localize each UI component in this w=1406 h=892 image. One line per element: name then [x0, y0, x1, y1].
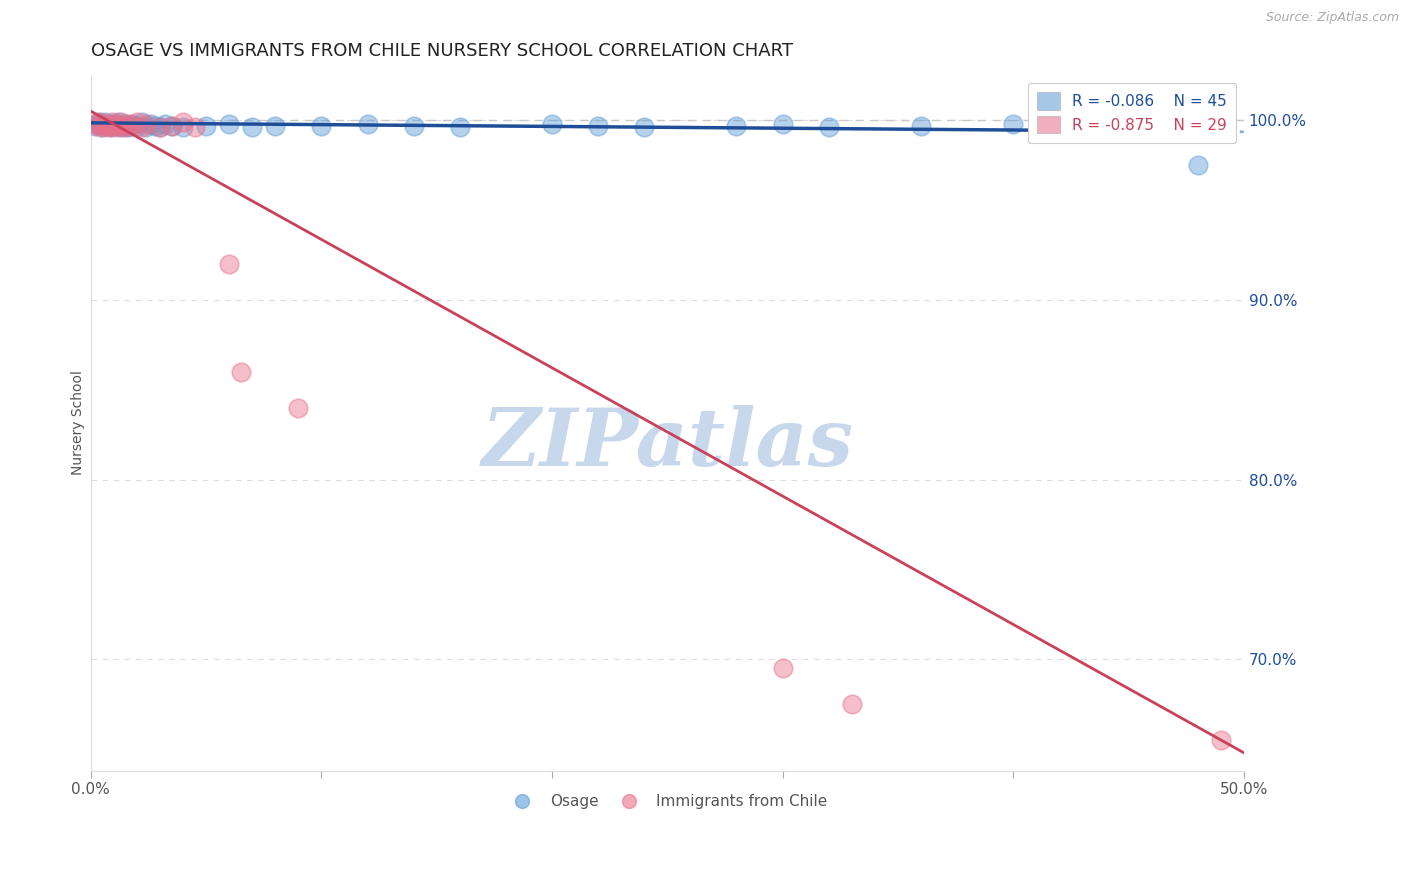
Point — [91, 120, 114, 135]
Point — [240, 120, 263, 135]
Point — [139, 117, 162, 131]
Point — [107, 120, 129, 135]
Point — [772, 661, 794, 675]
Point — [118, 119, 141, 133]
Point — [84, 119, 107, 133]
Point — [172, 115, 194, 129]
Point — [586, 119, 609, 133]
Point — [98, 117, 121, 131]
Point — [541, 117, 564, 131]
Point — [100, 120, 122, 135]
Point — [98, 120, 121, 135]
Point — [218, 257, 240, 271]
Y-axis label: Nursery School: Nursery School — [72, 370, 86, 475]
Point — [121, 119, 143, 133]
Point — [103, 119, 125, 133]
Point — [93, 115, 115, 129]
Point — [356, 117, 378, 131]
Point — [107, 115, 129, 129]
Point — [287, 401, 309, 415]
Point — [149, 120, 172, 135]
Text: Source: ZipAtlas.com: Source: ZipAtlas.com — [1265, 11, 1399, 24]
Point — [195, 119, 218, 133]
Point — [89, 117, 111, 131]
Point — [117, 117, 139, 131]
Point — [121, 117, 143, 131]
Point — [160, 119, 183, 133]
Point — [89, 115, 111, 129]
Point — [114, 117, 136, 131]
Point — [131, 115, 153, 129]
Point — [143, 119, 166, 133]
Point — [183, 120, 205, 135]
Point — [149, 120, 172, 135]
Point — [725, 119, 748, 133]
Point — [86, 119, 108, 133]
Point — [910, 119, 932, 133]
Point — [112, 119, 135, 133]
Point — [93, 117, 115, 131]
Point — [125, 115, 148, 129]
Legend: Osage, Immigrants from Chile: Osage, Immigrants from Chile — [501, 788, 834, 815]
Point — [110, 115, 132, 129]
Point — [112, 119, 135, 133]
Point — [103, 119, 125, 133]
Point — [153, 117, 176, 131]
Point — [135, 117, 157, 131]
Point — [449, 120, 471, 135]
Point — [218, 117, 240, 131]
Point — [817, 120, 839, 135]
Point — [1209, 733, 1232, 747]
Point — [264, 119, 287, 133]
Point — [172, 120, 194, 135]
Text: OSAGE VS IMMIGRANTS FROM CHILE NURSERY SCHOOL CORRELATION CHART: OSAGE VS IMMIGRANTS FROM CHILE NURSERY S… — [91, 42, 793, 60]
Point — [100, 115, 122, 129]
Point — [96, 119, 118, 133]
Point — [402, 119, 425, 133]
Point — [117, 120, 139, 135]
Point — [1140, 120, 1163, 135]
Point — [772, 117, 794, 131]
Point — [1187, 158, 1209, 172]
Point — [160, 119, 183, 133]
Point — [229, 365, 252, 379]
Point — [114, 120, 136, 135]
Point — [96, 119, 118, 133]
Point — [311, 119, 333, 133]
Point — [105, 117, 128, 131]
Point — [841, 697, 863, 711]
Point — [110, 120, 132, 135]
Point — [131, 120, 153, 135]
Point — [633, 120, 655, 135]
Point — [135, 120, 157, 135]
Point — [1094, 119, 1116, 133]
Point — [125, 119, 148, 133]
Point — [91, 120, 114, 135]
Point — [84, 117, 107, 131]
Point — [1002, 117, 1025, 131]
Text: ZIPatlas: ZIPatlas — [481, 405, 853, 483]
Point — [105, 117, 128, 131]
Point — [86, 115, 108, 129]
